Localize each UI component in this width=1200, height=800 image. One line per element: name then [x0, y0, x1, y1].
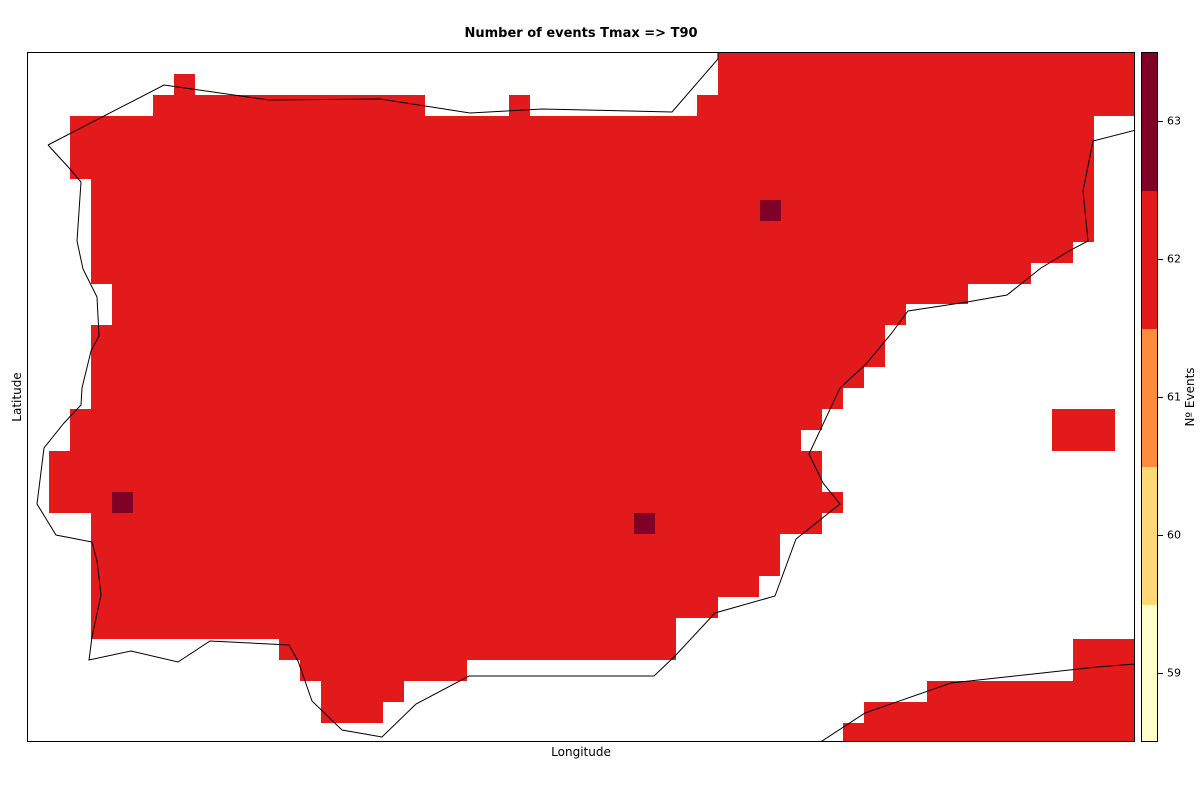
y-axis-label: Latitude: [10, 372, 24, 422]
grid-cell-62: [91, 179, 1094, 242]
grid-cell-62: [91, 618, 676, 639]
colorbar-label: Nº Events: [1183, 367, 1197, 427]
grid-cell-62: [1073, 660, 1134, 681]
grid-cell-62: [927, 681, 1134, 702]
coastline: [36, 53, 1134, 741]
colorbar-tick: [1158, 259, 1163, 260]
grid-cell-62: [843, 723, 1134, 741]
grid-cell-62: [1052, 430, 1115, 451]
grid-cell-62: [509, 95, 530, 116]
grid-cell-62: [718, 74, 1134, 95]
grid-cell-62: [112, 284, 968, 304]
colorbar: [1141, 52, 1158, 742]
grid-cell-62: [49, 492, 843, 513]
map-area: [27, 52, 1135, 742]
grid-cell-62: [91, 597, 718, 618]
colorbar-gradient: [1142, 53, 1157, 741]
colorbar-tick-label: 63: [1167, 114, 1181, 128]
grid-cell-62: [864, 702, 1134, 723]
coastline-africa: [821, 663, 1134, 741]
colorbar-band: [1142, 329, 1157, 467]
grid-cell-63: [634, 513, 655, 534]
grid-cell-62: [91, 388, 843, 409]
colorbar-tick-label: 61: [1167, 390, 1181, 404]
colorbar-tick-label: 60: [1167, 528, 1181, 542]
colorbar-tick: [1158, 673, 1163, 674]
colorbar-band: [1142, 605, 1157, 741]
grid-cell-62: [91, 242, 1073, 263]
grid-cell-62: [91, 325, 885, 346]
grid-cell-62: [697, 95, 1134, 116]
grid-cell-62: [300, 660, 467, 681]
grid-cell-62: [321, 681, 404, 702]
grid-cell-62: [279, 639, 676, 660]
grid-cell-62: [91, 263, 1031, 284]
grid-cell-62: [718, 53, 1134, 74]
grid-cells: [49, 53, 1134, 741]
grid-cell-62: [153, 95, 425, 116]
x-axis-label: Longitude: [551, 745, 611, 759]
grid-cell-63: [112, 492, 133, 513]
grid-cell-62: [112, 304, 906, 325]
grid-cell-62: [91, 367, 864, 388]
colorbar-band: [1142, 53, 1157, 191]
coastline-north: [47, 53, 719, 146]
colorbar-tick: [1158, 535, 1163, 536]
colorbar-tick-label: 62: [1167, 252, 1181, 266]
colorbar-tick: [1158, 121, 1163, 122]
grid-cell-62: [70, 116, 1094, 137]
coastline-iberia: [36, 129, 1134, 738]
colorbar-tick: [1158, 397, 1163, 398]
event-grid-map: [36, 53, 1134, 741]
grid-cell-62: [91, 513, 822, 534]
colorbar-band: [1142, 467, 1157, 605]
grid-cell-62: [174, 74, 195, 95]
grid-cell-62: [1052, 409, 1115, 430]
grid-cell-62: [49, 451, 822, 492]
grid-cell-62: [70, 409, 822, 430]
colorbar-band: [1142, 191, 1157, 329]
grid-cell-62: [70, 137, 1094, 179]
grid-cell-62: [1073, 639, 1134, 660]
grid-cell-63: [760, 200, 781, 221]
grid-cell-62: [91, 346, 885, 367]
grid-cell-62: [91, 576, 759, 597]
colorbar-tick-label: 59: [1167, 666, 1181, 680]
grid-cell-62: [91, 534, 780, 576]
grid-cell-62: [321, 702, 383, 723]
grid-cell-62: [70, 430, 801, 451]
map-title: Number of events Tmax => T90: [464, 26, 698, 41]
